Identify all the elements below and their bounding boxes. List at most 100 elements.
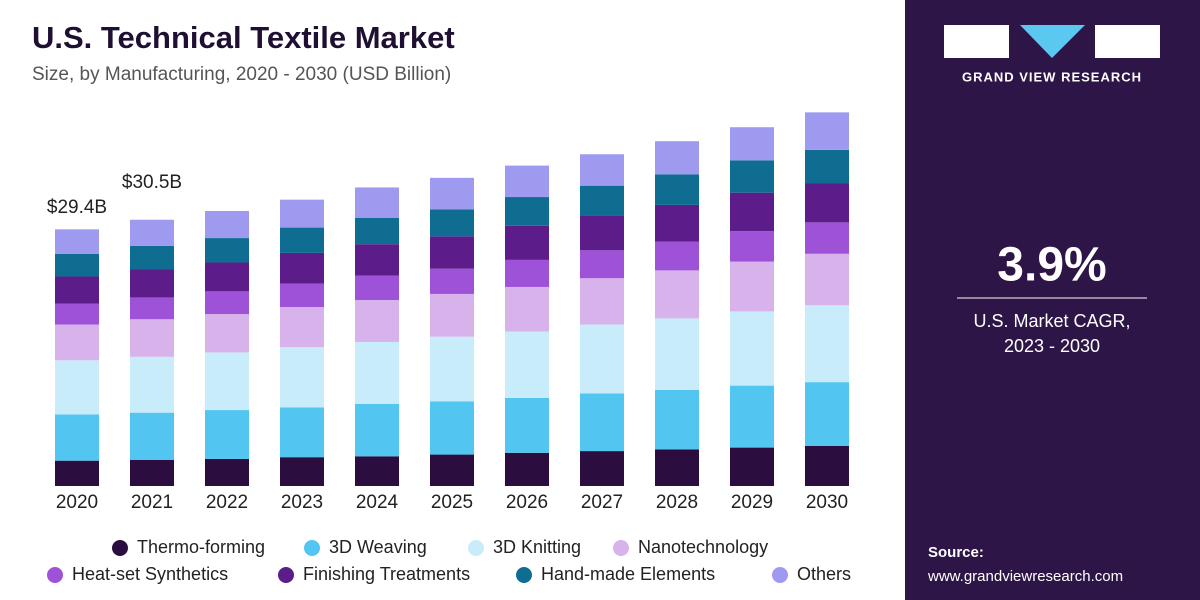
legend-swatch [278,567,294,583]
bar-segment [505,197,549,226]
bar-segment [730,231,774,262]
brand-name: GRAND VIEW RESEARCH [962,69,1142,84]
legend-swatch [304,540,320,556]
legend-label: Thermo-forming [137,537,265,557]
bar-segment [655,141,699,175]
x-tick-label: 2020 [56,492,98,513]
x-tick-label: 2023 [281,492,323,513]
bar-segment [430,293,474,337]
legend-label: Hand-made Elements [541,564,715,584]
bar-segment [280,283,324,308]
bar-segment [580,215,624,251]
bar-segment [805,183,849,223]
bar-segment [205,458,249,486]
bar-segment [130,269,174,298]
bar-segment [730,447,774,486]
bar-segment [130,459,174,486]
bar-segment [805,222,849,254]
total-label: $29.4B [47,197,107,218]
x-tick-label: 2030 [806,492,848,513]
bar-segment [205,410,249,459]
bar-segment [130,412,174,460]
x-tick-label: 2022 [206,492,248,513]
logo: GRAND VIEW RESEARCH [944,25,1160,84]
bar-segment [505,397,549,453]
legend-label: Nanotechnology [638,537,768,557]
logo-triangle [1020,25,1085,58]
x-tick-label: 2024 [356,492,399,513]
bar-segment [505,331,549,398]
bar-segment [580,185,624,216]
x-tick-label: 2021 [131,492,173,513]
bar-segment [130,219,174,246]
bar-segment [280,227,324,253]
bar-segment [730,127,774,161]
bar-segment [655,241,699,271]
bar-segment [55,460,99,486]
bar-segment [55,253,99,277]
bar-segment [280,347,324,408]
bar-segment [655,270,699,319]
bar-segment [205,211,249,239]
bar-segment [580,278,624,325]
bar-segment [655,174,699,205]
bar-segment [580,451,624,486]
x-tick-label: 2029 [731,492,773,513]
logo-block [1095,25,1160,58]
bar-segment [730,311,774,386]
bar-segment [130,297,174,320]
bar-segment [355,244,399,276]
bar-segment [430,401,474,455]
bar-segment [205,262,249,292]
x-tick-label: 2026 [506,492,548,513]
bar-segment [430,177,474,210]
bar-segment [805,382,849,446]
cagr-label: U.S. Market CAGR, [973,311,1130,331]
bar-segment [580,250,624,279]
bar-segment [130,319,174,357]
legend-label: Heat-set Synthetics [72,564,228,584]
bar-segment [805,149,849,184]
bar-segment [205,352,249,411]
bar-segment [505,286,549,332]
cagr-label: 2023 - 2030 [1004,336,1100,356]
bar-segment [505,225,549,260]
bar-segment [130,356,174,413]
x-tick-label: 2025 [431,492,473,513]
bar-segment [355,187,399,218]
bar-segment [430,454,474,486]
bar-segment [655,449,699,486]
bar-segment [55,324,99,361]
bar-segment [430,209,474,237]
bar-segment [55,414,99,461]
bar-segment [430,268,474,294]
bar-segment [805,445,849,486]
bar-segment [730,385,774,448]
bar-segment [730,192,774,232]
x-tick-label: 2028 [656,492,698,513]
bar-segment [205,238,249,263]
bar-segment [505,452,549,486]
bar-segment [655,389,699,450]
bar-segment [205,291,249,315]
bar-segment [280,252,324,284]
legend-swatch [468,540,484,556]
bar-segment [430,236,474,269]
bar-segment [280,457,324,486]
bar-segment [730,160,774,193]
bar-segment [355,300,399,342]
bar-segment [55,360,99,415]
bar-segment [355,217,399,245]
bar-segment [130,245,174,270]
bar-segment [430,336,474,402]
logo-block [944,25,1009,58]
bar-segment [580,393,624,452]
legend-swatch [613,540,629,556]
legend-label: 3D Weaving [329,537,427,557]
bar-segment [55,303,99,325]
bar-segment [730,261,774,312]
bar-segment [355,456,399,486]
bar-segment [805,305,849,383]
bar-segment [205,314,249,353]
